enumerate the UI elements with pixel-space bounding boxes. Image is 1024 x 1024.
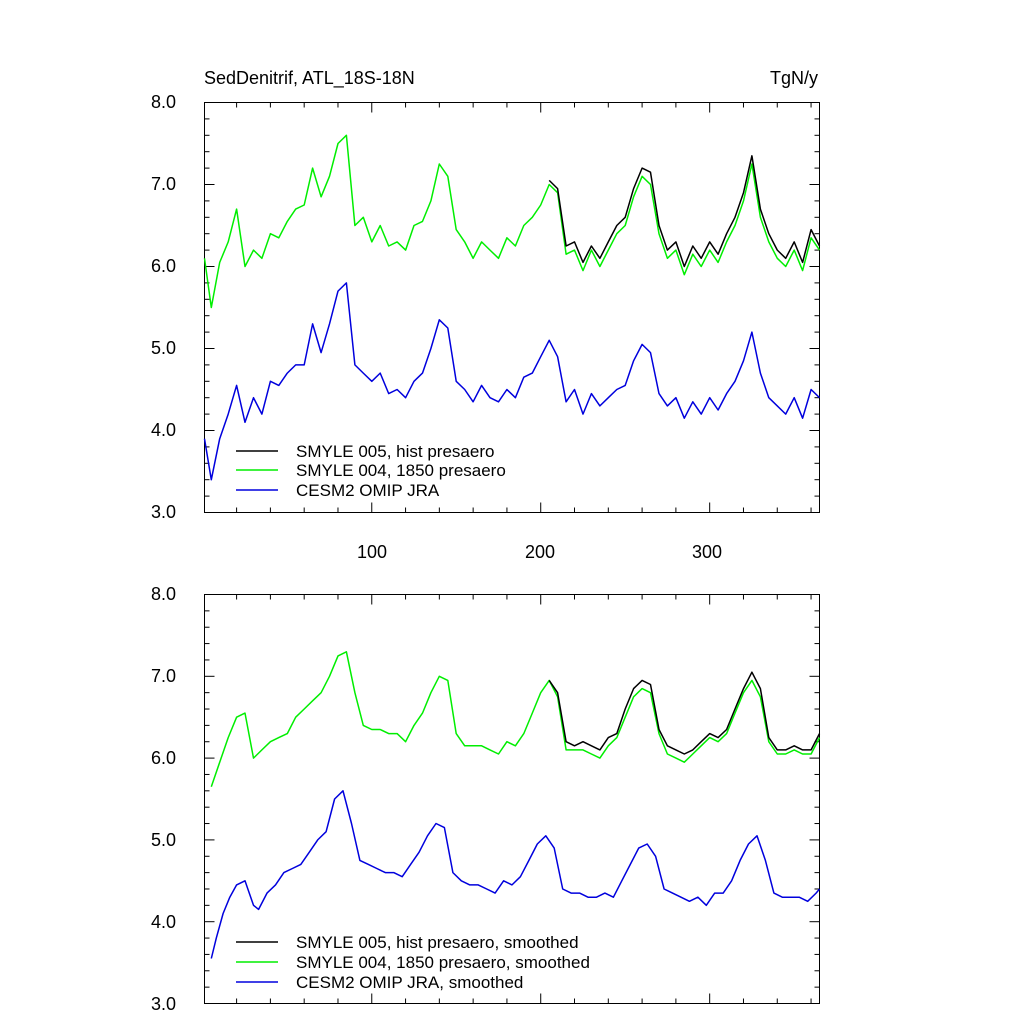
bottom-y-tick-label: 5.0	[151, 830, 176, 850]
top-x-tick-label: 200	[525, 542, 555, 562]
bottom-panel: 3.0 4.0 5.0 6.0 7.0 8.0 SMYLE 005, hist …	[151, 584, 821, 1014]
legend-label-smyle004-smoothed: SMYLE 004, 1850 presaero, smoothed	[296, 953, 590, 972]
bottom-series-line	[210, 651, 821, 787]
legend-label-smyle005: SMYLE 005, hist presaero	[296, 442, 494, 461]
legend-label-smyle004: SMYLE 004, 1850 presaero	[296, 461, 506, 480]
bottom-plot-frame	[204, 594, 820, 1004]
top-series-line	[203, 282, 821, 481]
top-ticks	[204, 102, 820, 513]
top-x-tick-label: 100	[357, 542, 387, 562]
top-y-tick-label: 6.0	[151, 256, 176, 276]
top-panel-title: SedDenitrif, ATL_18S-18N	[204, 68, 415, 89]
bottom-series-line	[548, 671, 821, 755]
top-legend: SMYLE 005, hist presaero SMYLE 004, 1850…	[236, 442, 506, 500]
top-y-tick-label: 8.0	[151, 92, 176, 112]
top-y-tick-label: 7.0	[151, 174, 176, 194]
top-panel-units: TgN/y	[770, 68, 818, 88]
top-panel: SedDenitrif, ATL_18S-18N TgN/y 3.0 4.0 5…	[151, 68, 821, 562]
bottom-y-tick-label: 7.0	[151, 666, 176, 686]
legend-label-cesm2: CESM2 OMIP JRA	[296, 481, 440, 500]
top-y-tick-label: 4.0	[151, 420, 176, 440]
top-series-line	[548, 155, 821, 268]
bottom-y-tick-labels: 3.0 4.0 5.0 6.0 7.0 8.0	[151, 584, 176, 1014]
bottom-series-group	[210, 651, 821, 959]
bottom-series-line	[210, 790, 821, 959]
top-x-tick-labels: 100 200 300	[357, 542, 722, 562]
top-series-line	[203, 134, 821, 309]
legend-label-cesm2-smoothed: CESM2 OMIP JRA, smoothed	[296, 973, 523, 992]
top-series-group	[203, 134, 821, 481]
bottom-y-tick-label: 4.0	[151, 912, 176, 932]
top-plot-frame	[204, 102, 820, 513]
bottom-ticks	[204, 594, 820, 1004]
bottom-y-tick-label: 3.0	[151, 994, 176, 1014]
top-y-tick-label: 5.0	[151, 338, 176, 358]
bottom-y-tick-label: 8.0	[151, 584, 176, 604]
legend-label-smyle005-smoothed: SMYLE 005, hist presaero, smoothed	[296, 933, 579, 952]
top-y-tick-label: 3.0	[151, 502, 176, 522]
bottom-legend: SMYLE 005, hist presaero, smoothed SMYLE…	[236, 933, 590, 992]
top-y-tick-labels: 3.0 4.0 5.0 6.0 7.0 8.0	[151, 92, 176, 522]
top-x-tick-label: 300	[692, 542, 722, 562]
bottom-y-tick-label: 6.0	[151, 748, 176, 768]
